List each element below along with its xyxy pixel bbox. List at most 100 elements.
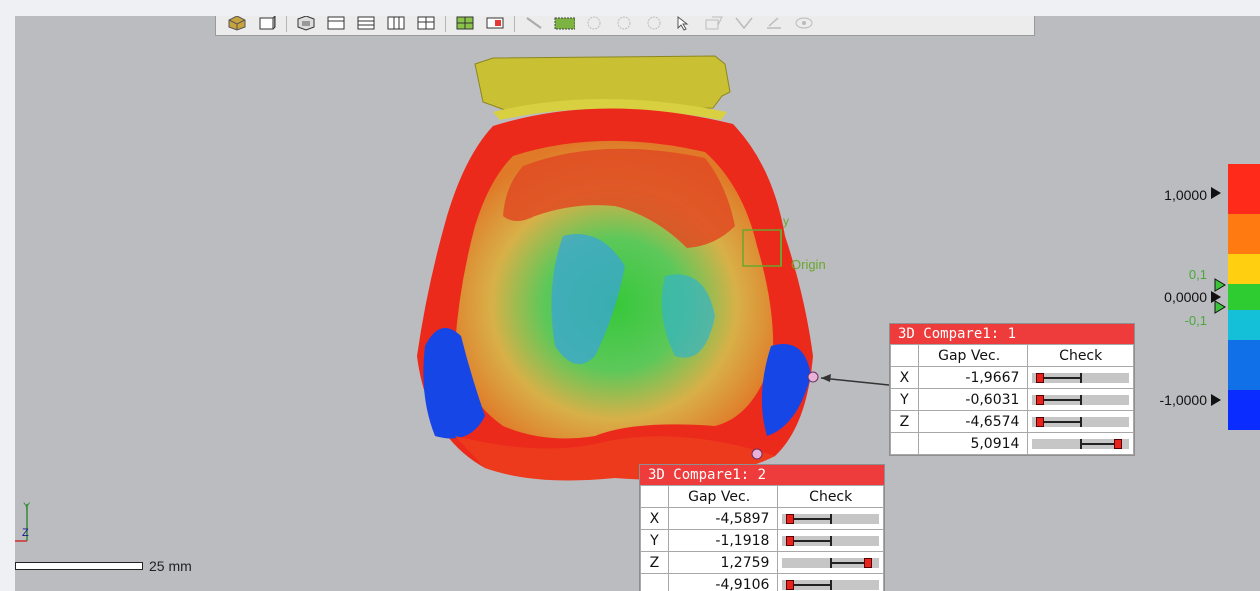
layout-split-icon[interactable] bbox=[484, 16, 506, 32]
legend-markers bbox=[1211, 187, 1226, 406]
legend-lower-tol-label: -0,1 bbox=[1184, 313, 1207, 328]
shading-icon[interactable] bbox=[295, 16, 317, 32]
toolbar-separator bbox=[445, 16, 446, 32]
legend-color-segment bbox=[1228, 164, 1260, 184]
table-row: Y -1,1918 bbox=[640, 529, 884, 552]
check-bar bbox=[1032, 416, 1129, 427]
compare-panel-2[interactable]: 3D Compare1: 2 Gap Vec. Check X -4,5897 … bbox=[639, 464, 885, 591]
select-circle-icon[interactable] bbox=[613, 16, 635, 32]
table-row: X -4,5897 bbox=[640, 507, 884, 530]
legend-max-marker bbox=[1211, 187, 1221, 199]
layout-horizontal-icon[interactable] bbox=[355, 16, 377, 32]
check-bar bbox=[782, 535, 879, 546]
gap-vec-header: Gap Vec. bbox=[917, 344, 1029, 367]
view-cube-icon[interactable] bbox=[226, 16, 248, 32]
toolbar-separator bbox=[286, 16, 287, 32]
check-bar bbox=[782, 557, 879, 568]
blue-zone-left bbox=[423, 328, 485, 439]
legend-min-label: -1,0000 bbox=[1159, 392, 1207, 408]
gap-value-cell: -4,6574 bbox=[917, 410, 1029, 433]
gap-value-cell: -0,6031 bbox=[917, 388, 1029, 411]
coordinate-triad-icon: Y Z bbox=[15, 501, 31, 542]
check-bar-indicator bbox=[786, 579, 795, 590]
table-row: X -1,9667 bbox=[890, 366, 1134, 389]
layout-quad-icon[interactable] bbox=[415, 16, 437, 32]
axis-header bbox=[640, 485, 669, 508]
check-bar-cap bbox=[830, 579, 833, 590]
teeth-ridge bbox=[503, 148, 735, 248]
axis-y-label: y bbox=[783, 214, 789, 228]
check-bar-indicator bbox=[1036, 416, 1045, 427]
check-bar-indicator bbox=[786, 535, 795, 546]
check-bar-indicator bbox=[1114, 438, 1123, 449]
check-bar-whisker bbox=[1080, 442, 1119, 445]
layout-grid-icon[interactable] bbox=[454, 16, 476, 32]
axis-cell bbox=[890, 432, 919, 455]
select-polygon-icon[interactable] bbox=[583, 16, 605, 32]
check-header: Check bbox=[777, 485, 884, 508]
svg-text:Z: Z bbox=[22, 527, 29, 539]
legend-max-label: 1,0000 bbox=[1164, 187, 1207, 203]
select-visible-icon[interactable] bbox=[703, 16, 725, 32]
check-bar-indicator bbox=[1036, 372, 1045, 383]
3d-viewport[interactable]: Y Z y Origin 3D Compare1: 1 Gap Vec. Che… bbox=[15, 16, 1260, 591]
check-bar-indicator bbox=[864, 557, 873, 568]
table-row: Z -4,6574 bbox=[890, 410, 1134, 433]
visibility-icon[interactable] bbox=[793, 16, 815, 32]
axis-header bbox=[890, 344, 919, 367]
gap-value-cell: 1,2759 bbox=[667, 551, 779, 574]
blue-zone-right bbox=[761, 344, 811, 436]
select-lasso-icon[interactable] bbox=[643, 16, 665, 32]
compare-panel-1-title: 3D Compare1: 1 bbox=[890, 324, 1134, 344]
check-bar bbox=[1032, 372, 1129, 383]
cyan-zone-right bbox=[661, 274, 715, 358]
check-bar-cap bbox=[830, 535, 833, 546]
select-pointer-icon[interactable] bbox=[673, 16, 695, 32]
axis-cell: Z bbox=[640, 551, 669, 574]
check-bar bbox=[782, 579, 879, 590]
layout-single-icon[interactable] bbox=[325, 16, 347, 32]
select-brush-icon[interactable] bbox=[733, 16, 755, 32]
gap-value-cell: 5,0914 bbox=[917, 432, 1029, 455]
cyan-zone-center bbox=[551, 234, 625, 364]
legend-lower-tol-marker bbox=[1214, 300, 1226, 314]
gap-value-cell: -1,9667 bbox=[917, 366, 1029, 389]
legend-color-segment bbox=[1228, 390, 1260, 430]
scale-label: 25 mm bbox=[149, 558, 192, 574]
legend-color-segment bbox=[1228, 284, 1260, 310]
svg-text:Y: Y bbox=[23, 501, 31, 513]
check-bar-cap bbox=[1080, 394, 1083, 405]
check-bar-whisker bbox=[1040, 376, 1081, 379]
table-row: Z 1,2759 bbox=[640, 551, 884, 574]
legend-color-bar[interactable] bbox=[1228, 164, 1260, 430]
select-paint-icon[interactable] bbox=[763, 16, 785, 32]
select-line-icon[interactable] bbox=[523, 16, 545, 32]
table-row: 5,0914 bbox=[890, 432, 1134, 455]
table-row: -4,9106 bbox=[640, 573, 884, 591]
gap-value-cell: -4,5897 bbox=[667, 507, 779, 530]
legend-color-segment bbox=[1228, 254, 1260, 284]
measure-point-1[interactable] bbox=[807, 371, 819, 383]
box-view-icon[interactable] bbox=[256, 16, 278, 32]
legend-upper-tol-marker bbox=[1214, 278, 1226, 292]
check-bar-whisker bbox=[790, 517, 831, 520]
gap-vec-header: Gap Vec. bbox=[667, 485, 779, 508]
compare-panel-1[interactable]: 3D Compare1: 1 Gap Vec. Check X -1,9667 … bbox=[889, 323, 1135, 456]
layout-vertical-icon[interactable] bbox=[385, 16, 407, 32]
check-bar-whisker bbox=[790, 539, 831, 542]
check-bar-cap bbox=[830, 513, 833, 524]
origin-label: Origin bbox=[791, 257, 826, 272]
check-bar bbox=[782, 513, 879, 524]
axis-cell bbox=[640, 573, 669, 591]
legend-color-segment bbox=[1228, 310, 1260, 340]
check-header: Check bbox=[1027, 344, 1134, 367]
select-rectangle-icon[interactable] bbox=[553, 16, 575, 32]
legend-zero-label: 0,0000 bbox=[1164, 289, 1207, 305]
axis-cell: Y bbox=[640, 529, 669, 552]
dental-mesh-color-map[interactable]: Y Z bbox=[15, 16, 1260, 591]
measure-point-2[interactable] bbox=[751, 448, 763, 460]
legend-color-segment bbox=[1228, 214, 1260, 254]
table-row: Y -0,6031 bbox=[890, 388, 1134, 411]
model-base-rim bbox=[493, 99, 727, 120]
check-bar-indicator bbox=[786, 513, 795, 524]
